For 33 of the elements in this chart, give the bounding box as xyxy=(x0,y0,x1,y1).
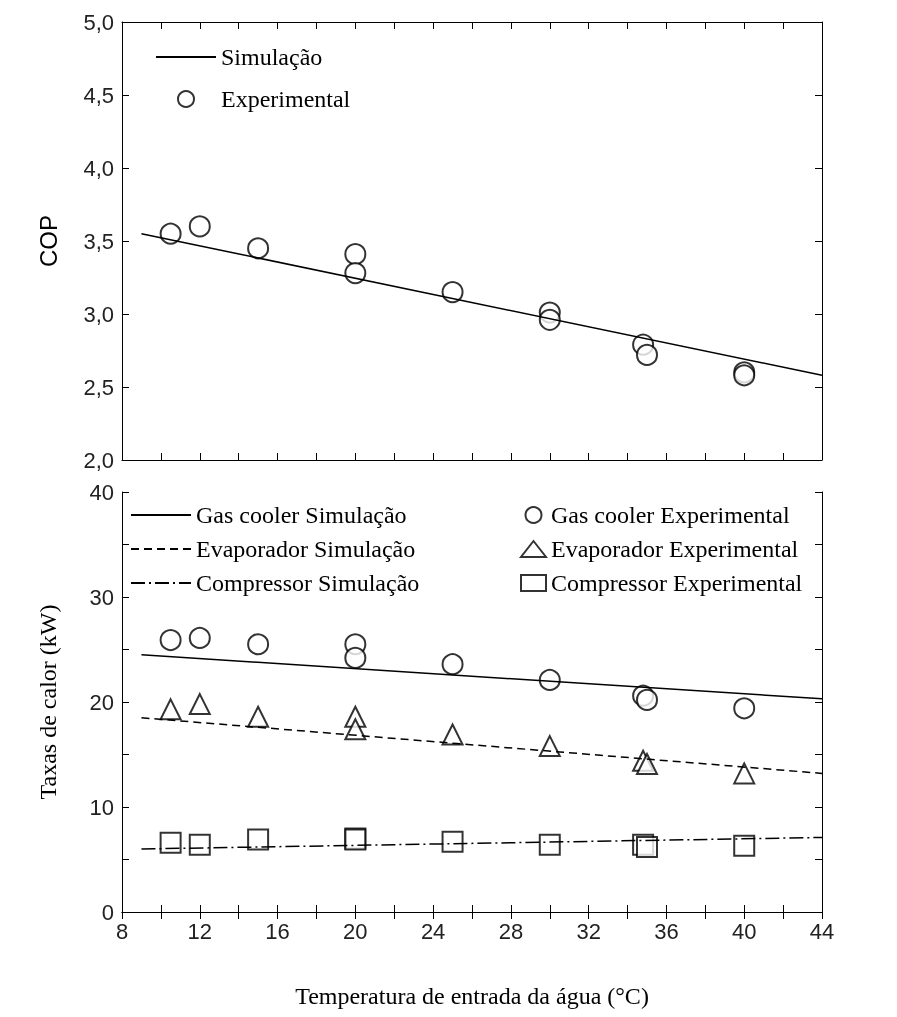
x-tick-label: 8 xyxy=(115,918,129,944)
y-tick-label: 5,0 xyxy=(83,9,114,35)
x-tick-label: 36 xyxy=(654,918,679,944)
y-tick-label: 3,5 xyxy=(83,228,114,254)
y-tick-label: 2,0 xyxy=(83,447,114,473)
y-tick-label: 10 xyxy=(89,794,114,820)
y-tick-label: 0 xyxy=(101,899,114,925)
y-tick-label: 40 xyxy=(89,479,114,505)
y-tick-label: 4,5 xyxy=(83,82,114,108)
x-tick-label: 32 xyxy=(576,918,601,944)
legend-label: Gas cooler Experimental xyxy=(551,502,790,528)
y-tick-label: 3,0 xyxy=(83,301,114,327)
y-tick-label: 20 xyxy=(89,689,114,715)
x-tick-label: 40 xyxy=(731,918,757,944)
legend-label: Evaporador Experimental xyxy=(551,536,799,562)
x-tick-label: 20 xyxy=(343,918,368,944)
x-tick-label: 28 xyxy=(498,918,524,944)
x-tick-label: 44 xyxy=(809,918,835,944)
y-axis-title: COP xyxy=(34,214,62,268)
legend-label: Gas cooler Simulação xyxy=(196,502,407,528)
y-tick-label: 2,5 xyxy=(83,374,114,400)
y-axis-title: Taxas de calor (kW) xyxy=(35,604,61,800)
y-tick-label: 4,0 xyxy=(83,155,114,181)
x-tick-label: 12 xyxy=(187,918,213,944)
legend-label: Compressor Simulação xyxy=(196,570,420,596)
legend-label: Simulação xyxy=(221,44,323,70)
x-tick-label: 16 xyxy=(265,918,290,944)
legend-label: Compressor Experimental xyxy=(551,570,803,596)
x-tick-label: 24 xyxy=(420,918,446,944)
y-tick-label: 30 xyxy=(89,584,114,610)
legend-label: Experimental xyxy=(221,86,351,112)
legend-label: Evaporador Simulação xyxy=(196,536,416,562)
x-axis-title: Temperatura de entrada da água (°C) xyxy=(295,983,649,1009)
